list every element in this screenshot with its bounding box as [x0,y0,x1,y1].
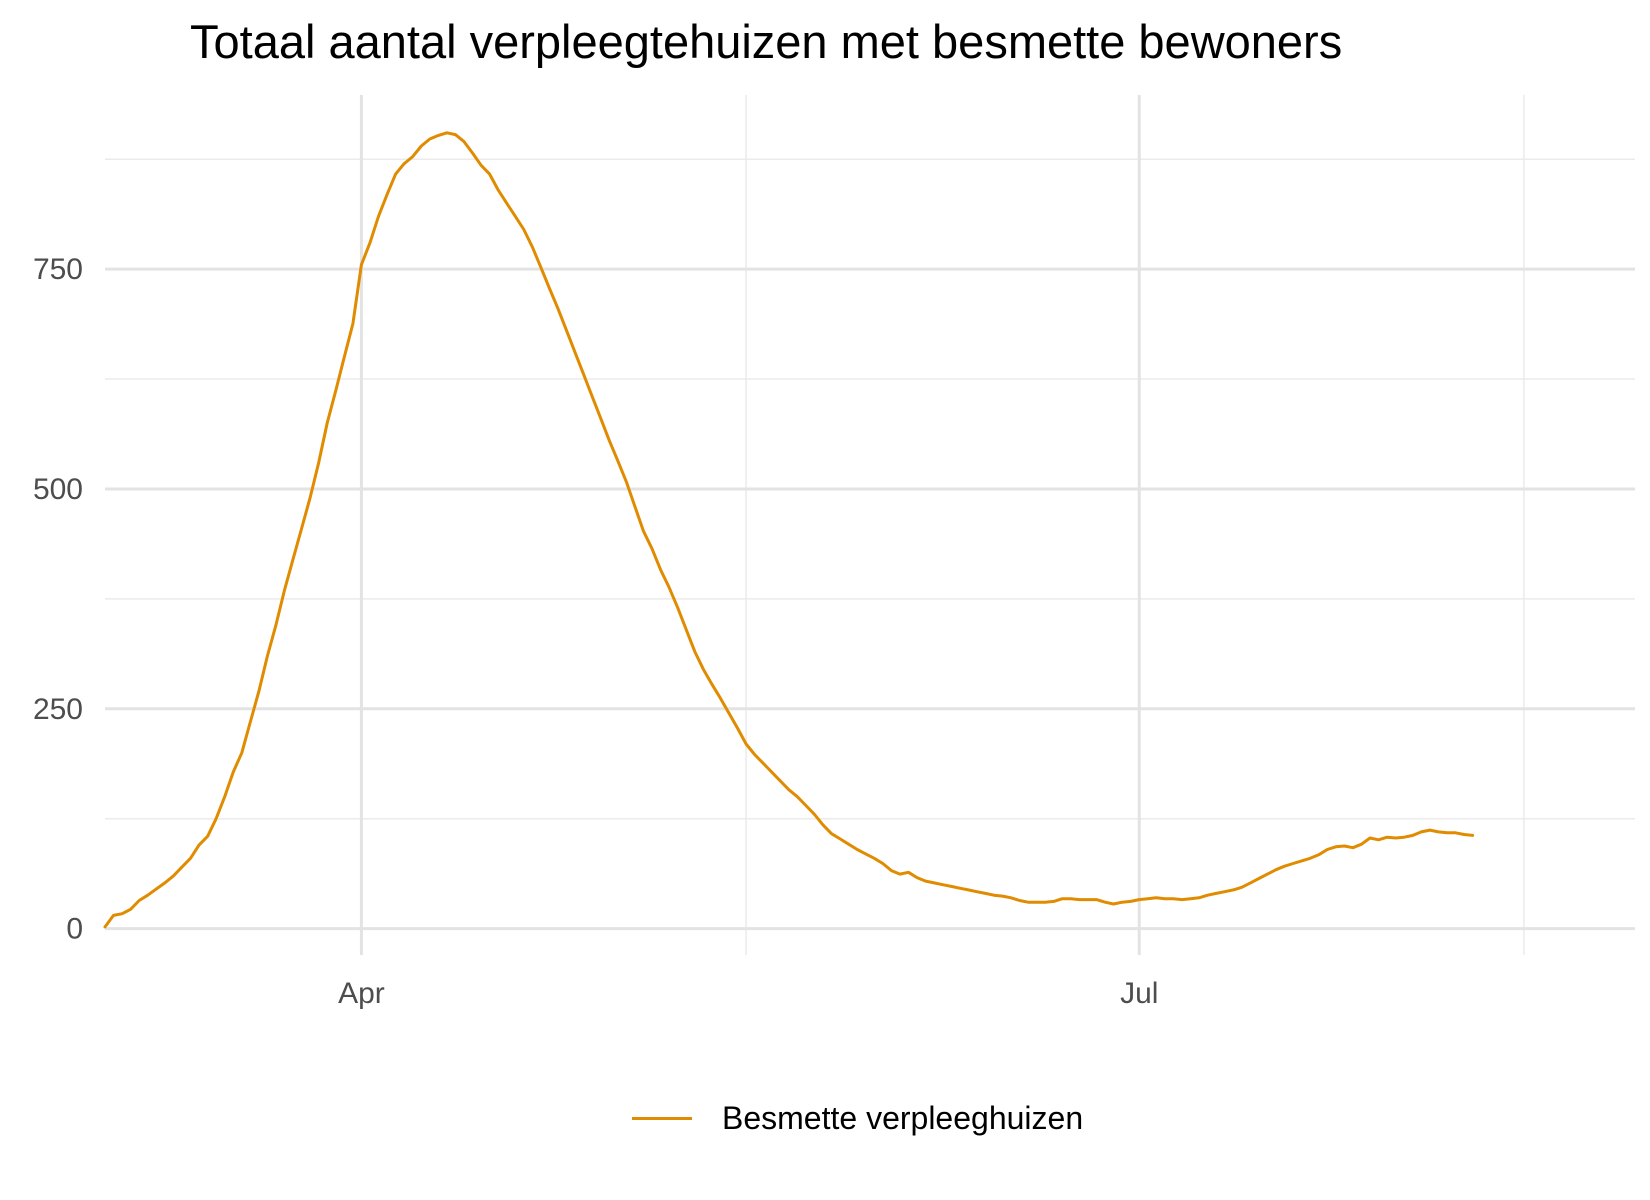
x-tick-label: Jul [1120,977,1158,1010]
series-line-besmette-verpleeghuizen [103,131,1475,929]
legend-line-swatch [632,1117,692,1120]
x-tick-label: Apr [338,977,385,1010]
y-tick-label: 750 [33,253,83,286]
y-tick-label: 250 [33,693,83,726]
y-axis-tick-labels: 0 250 500 750 [33,253,83,946]
x-axis-tick-labels: Apr Jul [338,977,1158,1010]
series-layer [103,131,1475,929]
legend: Besmette verpleeghuizen [632,1100,1083,1137]
y-tick-label: 0 [66,913,83,946]
legend-label: Besmette verpleeghuizen [722,1100,1084,1136]
y-tick-label: 500 [33,473,83,506]
minor-gridlines [105,95,1635,955]
major-gridlines [105,95,1635,955]
chart-title: Totaal aantal verpleegtehuizen met besme… [190,15,1343,68]
